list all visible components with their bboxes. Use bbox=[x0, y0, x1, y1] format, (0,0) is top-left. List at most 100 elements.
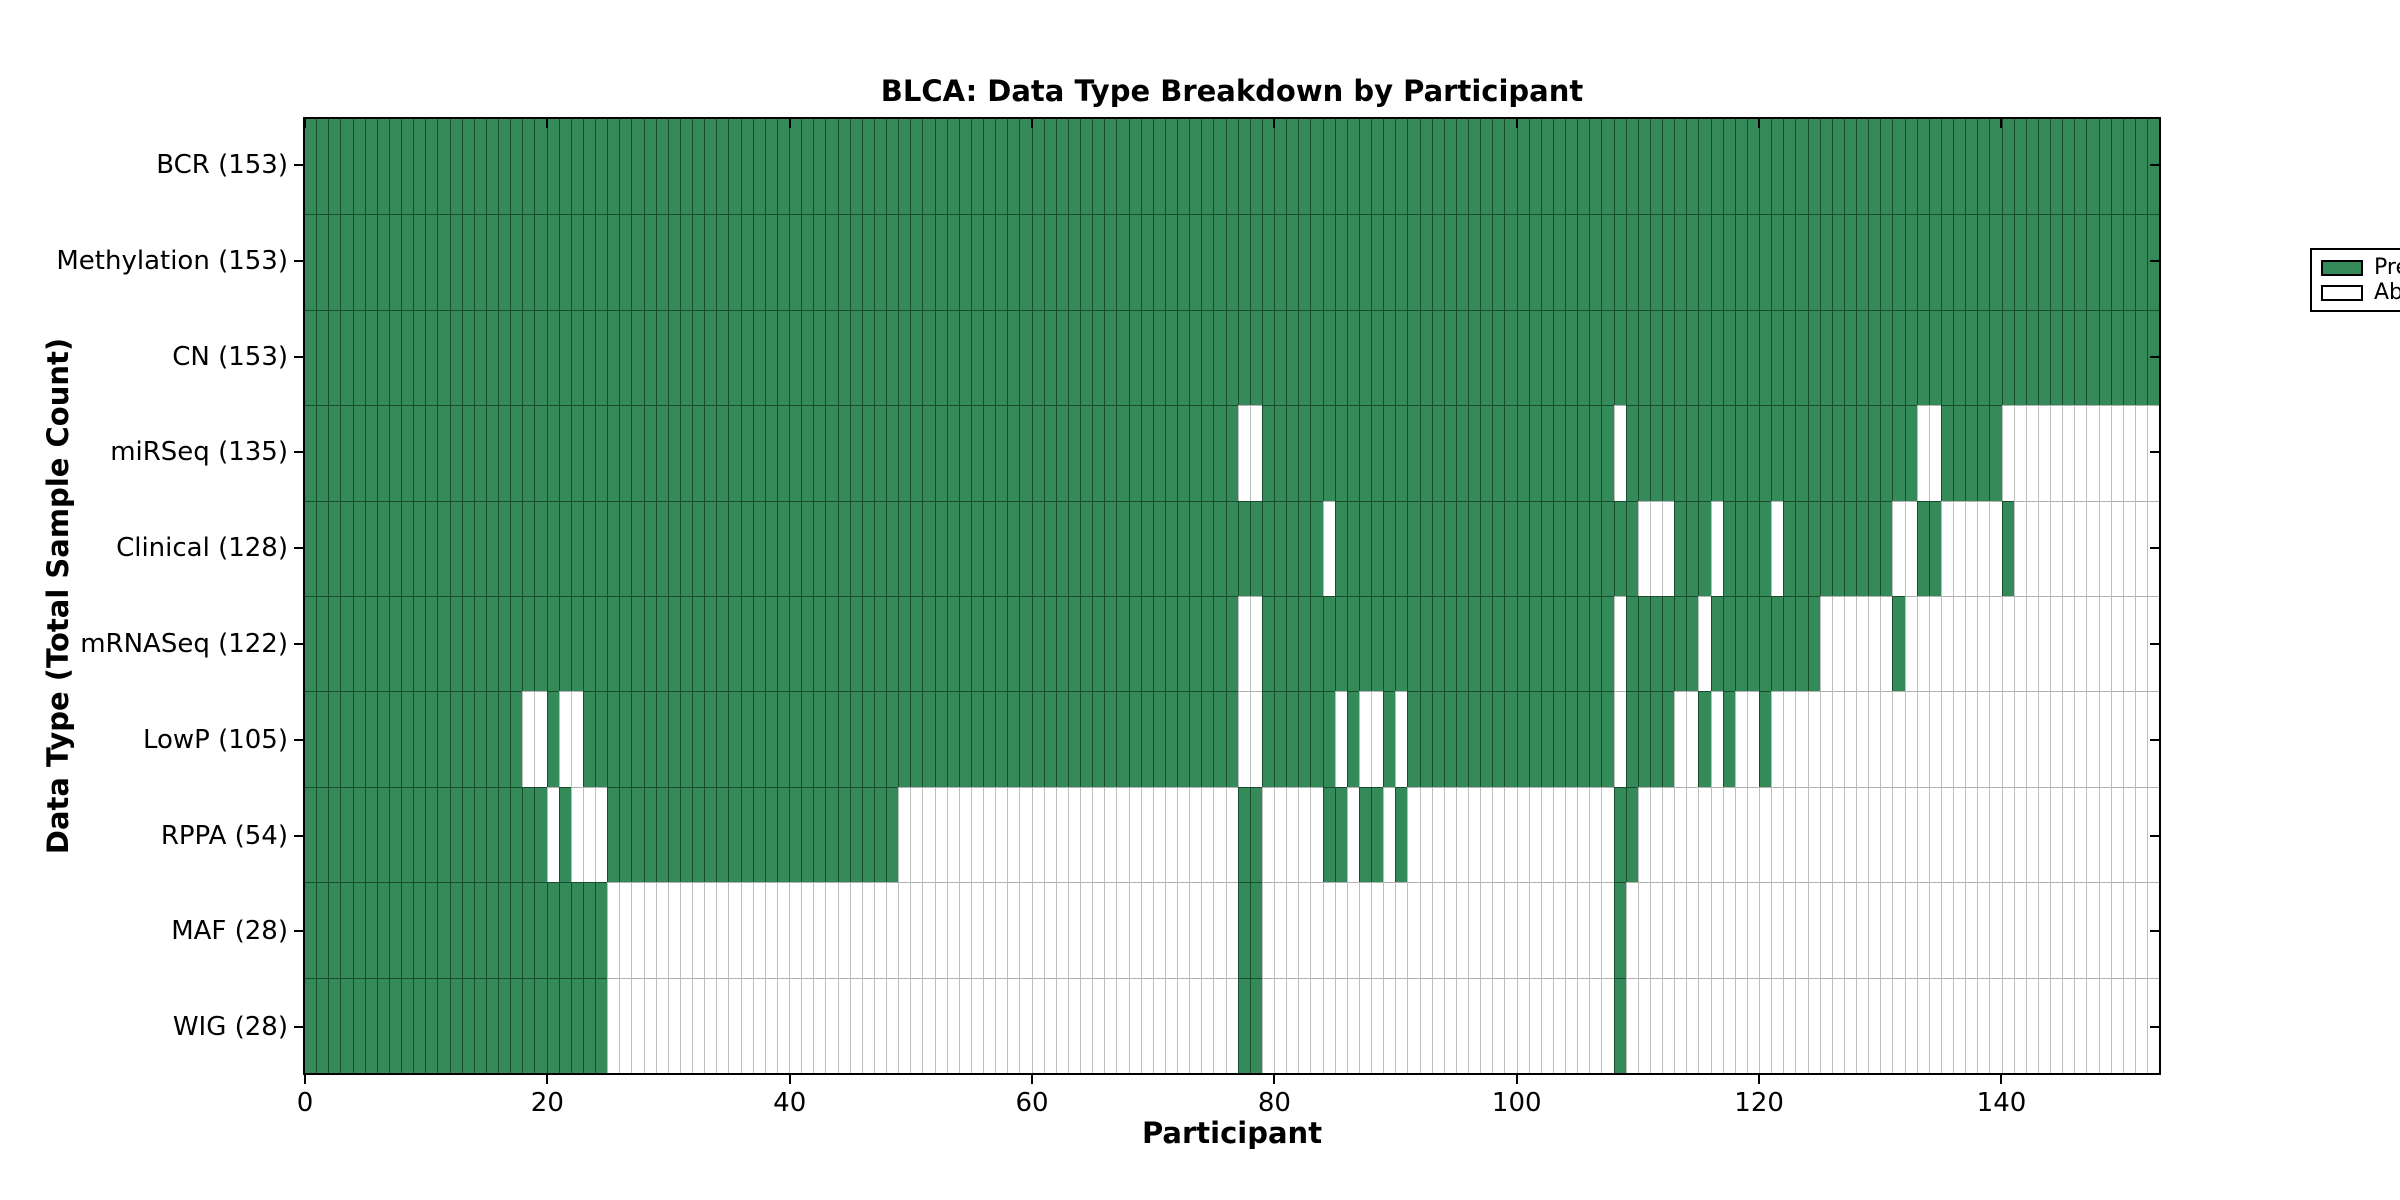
heatmap-cell bbox=[922, 786, 935, 883]
heatmap-cell bbox=[1443, 596, 1456, 692]
heatmap-cell bbox=[1322, 500, 1335, 597]
heatmap-cell bbox=[1686, 596, 1699, 692]
heatmap-cell bbox=[316, 119, 329, 215]
heatmap-cell bbox=[873, 500, 886, 597]
heatmap-cell bbox=[1843, 882, 1856, 978]
heatmap-cell bbox=[1261, 977, 1274, 1074]
heatmap-cell bbox=[728, 786, 741, 883]
heatmap-cell bbox=[1516, 119, 1529, 215]
heatmap-cell bbox=[716, 691, 729, 787]
heatmap-cell bbox=[1431, 786, 1444, 883]
heatmap-cell bbox=[1819, 596, 1832, 692]
heatmap-cell bbox=[740, 977, 753, 1074]
heatmap-cell bbox=[1649, 596, 1662, 692]
x-tick-label: 0 bbox=[296, 1088, 314, 1118]
heatmap-cell bbox=[1443, 977, 1456, 1074]
heatmap-cell bbox=[1831, 405, 1844, 501]
heatmap-cell bbox=[679, 691, 692, 787]
heatmap-cell bbox=[1589, 596, 1602, 692]
heatmap-cell bbox=[1480, 691, 1493, 787]
heatmap-cell bbox=[1710, 596, 1723, 692]
heatmap-cell bbox=[1310, 786, 1323, 883]
heatmap-cell bbox=[1080, 882, 1093, 978]
heatmap-cell bbox=[1880, 596, 1893, 692]
heatmap-cell bbox=[1189, 405, 1202, 501]
heatmap-cell bbox=[534, 309, 547, 406]
heatmap-cell bbox=[1819, 786, 1832, 883]
heatmap-cell bbox=[1771, 691, 1784, 787]
heatmap-cell bbox=[2050, 977, 2063, 1074]
heatmap-cell bbox=[2098, 691, 2111, 787]
heatmap-cell bbox=[1055, 977, 1068, 1074]
heatmap-cell bbox=[2134, 214, 2147, 310]
heatmap-cell bbox=[1734, 309, 1747, 406]
heatmap-cell bbox=[1965, 596, 1978, 692]
heatmap-cell bbox=[607, 786, 620, 883]
heatmap-cell bbox=[1274, 977, 1287, 1074]
heatmap-cell bbox=[1589, 691, 1602, 787]
heatmap-cell bbox=[498, 309, 511, 406]
heatmap-cell bbox=[1346, 119, 1359, 215]
heatmap-cell bbox=[425, 882, 438, 978]
heatmap-cell bbox=[2134, 882, 2147, 978]
heatmap-row-mrnaseq bbox=[305, 596, 2160, 692]
heatmap-cell bbox=[1395, 214, 1408, 310]
heatmap-cell bbox=[946, 119, 959, 215]
heatmap-cell bbox=[1371, 405, 1384, 501]
heatmap-cell bbox=[1904, 119, 1917, 215]
heatmap-cell bbox=[1383, 882, 1396, 978]
y-tick-label: MAF (28) bbox=[171, 916, 288, 947]
heatmap-cell bbox=[643, 500, 656, 597]
heatmap-cell bbox=[582, 405, 595, 501]
heatmap-cell bbox=[679, 309, 692, 406]
heatmap-cell bbox=[1565, 309, 1578, 406]
heatmap-cell bbox=[570, 119, 583, 215]
heatmap-cell bbox=[1043, 309, 1056, 406]
heatmap-cell bbox=[837, 119, 850, 215]
axis-tick-right bbox=[2150, 163, 2159, 166]
heatmap-cell bbox=[1407, 309, 1420, 406]
heatmap-cell bbox=[2134, 309, 2147, 406]
heatmap-cell bbox=[1722, 882, 1735, 978]
heatmap-cell bbox=[522, 596, 535, 692]
heatmap-cell bbox=[1916, 786, 1929, 883]
heatmap-cell bbox=[522, 786, 535, 883]
heatmap-cell bbox=[388, 691, 401, 787]
heatmap-cell bbox=[995, 882, 1008, 978]
heatmap-cell bbox=[1189, 786, 1202, 883]
heatmap-cell bbox=[1104, 119, 1117, 215]
heatmap-cell bbox=[1565, 691, 1578, 787]
heatmap-cell bbox=[1286, 214, 1299, 310]
heatmap-cell bbox=[1649, 309, 1662, 406]
heatmap-cell bbox=[619, 214, 632, 310]
heatmap-cell bbox=[1710, 691, 1723, 787]
heatmap-cell bbox=[1686, 405, 1699, 501]
heatmap-cell bbox=[1734, 977, 1747, 1074]
heatmap-cell bbox=[1274, 500, 1287, 597]
heatmap-cell bbox=[849, 596, 862, 692]
heatmap-cell bbox=[1880, 214, 1893, 310]
heatmap-cell bbox=[1225, 691, 1238, 787]
heatmap-cell bbox=[886, 309, 899, 406]
heatmap-cell bbox=[1953, 691, 1966, 787]
heatmap-cell bbox=[1783, 786, 1796, 883]
heatmap-cell bbox=[849, 500, 862, 597]
heatmap-cell bbox=[1189, 977, 1202, 1074]
heatmap-cell bbox=[1771, 882, 1784, 978]
heatmap-cell bbox=[2122, 405, 2135, 501]
heatmap-cell bbox=[1710, 500, 1723, 597]
heatmap-cell bbox=[1577, 882, 1590, 978]
heatmap-cell bbox=[655, 882, 668, 978]
heatmap-cell bbox=[679, 882, 692, 978]
heatmap-cell bbox=[461, 119, 474, 215]
legend-absent-swatch bbox=[2321, 284, 2363, 301]
heatmap-cell bbox=[1819, 405, 1832, 501]
heatmap-cell bbox=[764, 500, 777, 597]
heatmap-cell bbox=[728, 596, 741, 692]
heatmap-cell bbox=[1177, 691, 1190, 787]
heatmap-cell bbox=[1783, 691, 1796, 787]
heatmap-cell bbox=[752, 309, 765, 406]
heatmap-cell bbox=[1164, 977, 1177, 1074]
heatmap-cell bbox=[1043, 500, 1056, 597]
heatmap-cell bbox=[2062, 119, 2075, 215]
